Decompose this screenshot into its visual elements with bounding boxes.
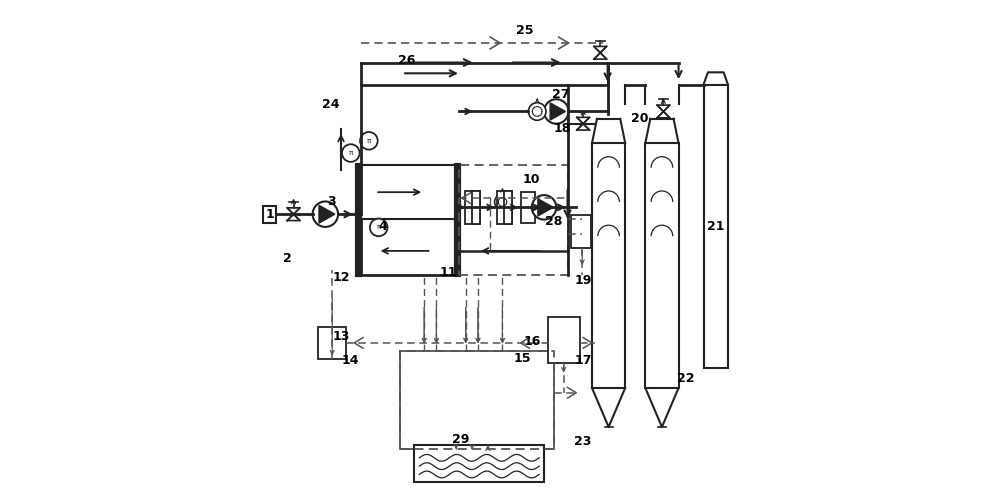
Text: π: π [349, 150, 353, 156]
Text: 15: 15 [513, 352, 531, 365]
Text: 29: 29 [452, 433, 470, 446]
Text: 11: 11 [440, 266, 457, 279]
Text: 13: 13 [332, 330, 350, 343]
Text: 20: 20 [631, 112, 648, 125]
Bar [521, 192, 535, 222]
Text: 21: 21 [707, 220, 724, 233]
Bar [414, 445, 544, 482]
Text: 25: 25 [516, 24, 533, 37]
Text: 14: 14 [342, 354, 360, 368]
Text: 28: 28 [545, 215, 563, 228]
Polygon shape [538, 199, 553, 216]
Text: 3: 3 [327, 195, 336, 209]
Text: 26: 26 [398, 54, 416, 66]
Circle shape [532, 195, 556, 219]
Text: π: π [377, 224, 381, 230]
Bar [400, 351, 554, 449]
Text: 23: 23 [574, 435, 592, 448]
Bar [465, 191, 480, 224]
Bar [263, 206, 276, 222]
Bar [497, 191, 512, 224]
Circle shape [370, 218, 387, 236]
Bar [592, 143, 625, 388]
Bar [548, 317, 580, 364]
Text: π: π [367, 138, 371, 144]
Text: 27: 27 [552, 88, 570, 101]
Bar [361, 165, 458, 276]
Bar [361, 165, 458, 219]
Circle shape [313, 202, 338, 227]
Circle shape [360, 132, 378, 150]
Text: 2: 2 [283, 252, 292, 265]
Text: 19: 19 [574, 274, 592, 287]
Text: 24: 24 [322, 97, 340, 111]
Text: 12: 12 [332, 271, 350, 284]
Bar [318, 327, 346, 359]
Text: 1: 1 [266, 208, 274, 221]
Text: 22: 22 [677, 371, 695, 385]
Text: 10: 10 [523, 174, 541, 186]
Circle shape [528, 103, 546, 120]
Text: 18: 18 [554, 122, 571, 135]
Text: 17: 17 [574, 354, 592, 368]
Bar [571, 215, 591, 248]
Bar [504, 191, 512, 224]
Circle shape [495, 194, 510, 210]
Bar [704, 85, 728, 369]
Bar [645, 143, 679, 388]
Bar [472, 191, 480, 224]
Polygon shape [319, 205, 335, 223]
Polygon shape [550, 103, 565, 120]
Text: 16: 16 [523, 335, 540, 348]
Circle shape [544, 99, 568, 123]
Text: 4: 4 [378, 220, 387, 233]
Circle shape [342, 144, 360, 162]
